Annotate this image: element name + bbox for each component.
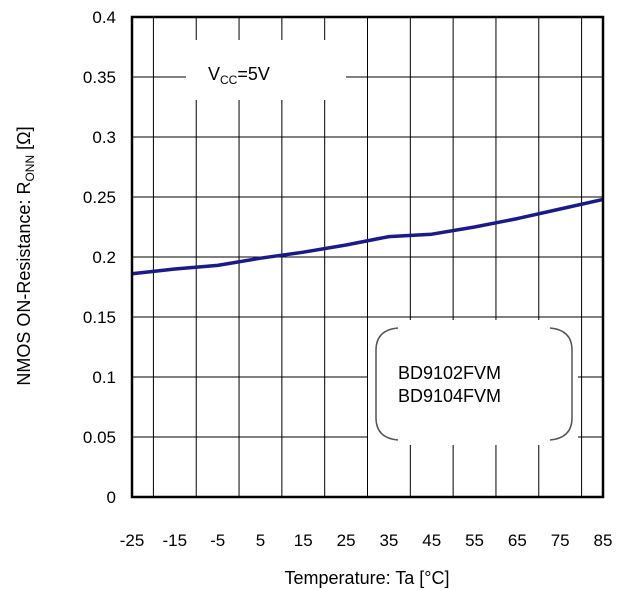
x-tick-label: -15 [163,531,188,550]
y-tick-label: 0.2 [92,248,116,267]
y-tick-labels: 0 0.05 0.1 0.15 0.2 0.25 0.3 0.35 0.4 [83,8,116,507]
vcc-annotation: VCC=5V [208,64,270,87]
x-tick-label: 85 [594,531,613,550]
x-tick-label: -25 [120,531,145,550]
x-tick-label: 35 [379,531,398,550]
y-tick-label: 0.1 [92,368,116,387]
y-axis-label: NMOS ON-Resistance: RONN [Ω] [14,126,37,385]
x-tick-label: 55 [465,531,484,550]
vcc-annotation-main: V [208,64,220,84]
vcc-annotation-subscript: CC [220,73,238,87]
x-tick-label: 15 [294,531,313,550]
y-tick-label: 0.35 [83,68,116,87]
x-tick-label: 45 [422,531,441,550]
y-axis-label-subscript: ONN [23,155,37,182]
y-tick-label: 0.15 [83,308,116,327]
y-tick-label: 0 [107,488,116,507]
part-number-1: BD9102FVM [398,363,501,383]
x-tick-label: -5 [210,531,225,550]
x-tick-label: 75 [551,531,570,550]
y-tick-label: 0.4 [92,8,116,27]
x-tick-label: 25 [337,531,356,550]
y-tick-label: 0.25 [83,188,116,207]
x-tick-label: 65 [508,531,527,550]
y-tick-label: 0.05 [83,428,116,447]
plot-frame [130,15,605,499]
x-tick-label: 5 [256,531,265,550]
right-bracket [549,327,573,441]
left-bracket [375,327,399,441]
y-axis-label-main: NMOS ON-Resistance: R [14,182,34,386]
vcc-annotation-value: =5V [237,64,270,84]
x-tick-labels: -25 -15 -5 5 15 25 35 45 55 65 75 85 [120,531,613,550]
part-number-2: BD9104FVM [398,386,501,406]
y-axis-label-unit: [Ω] [14,126,34,154]
series-line [131,197,604,276]
vcc-label-background [186,40,346,100]
x-axis-label: Temperature: Ta [°C] [285,568,450,588]
y-tick-label: 0.3 [92,128,116,147]
part-label-background [368,320,578,445]
